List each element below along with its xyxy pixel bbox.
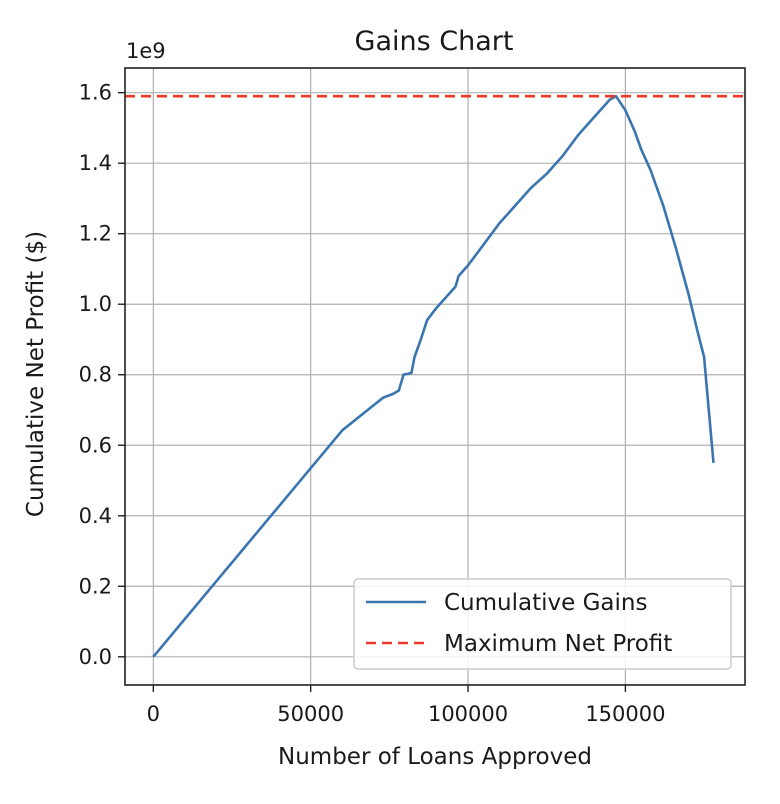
y-axis-title: Cumulative Net Profit ($) — [23, 231, 49, 517]
x-tick-label: 0 — [147, 702, 160, 726]
plot-series — [125, 94, 745, 658]
y-offset-label: 1e9 — [126, 39, 166, 63]
y-tick-label: 1.4 — [79, 151, 112, 175]
x-tick-label: 100000 — [428, 702, 508, 726]
chart-title: Gains Chart — [355, 26, 514, 57]
legend-label-cumulative-gains: Cumulative Gains — [444, 590, 647, 616]
y-tick-label: 0.8 — [79, 363, 112, 387]
legend-box — [353, 578, 732, 670]
axis-ticks: 0 50000 100000 150000 0.0 0.2 0.4 0.6 0.8 1.0 1.2 1… — [79, 81, 666, 726]
plot-frame — [124, 67, 746, 686]
x-axis-title: Number of Loans Approved — [278, 744, 592, 770]
series-line-cumulative-gains — [152, 94, 715, 658]
y-tick-label: 0.6 — [79, 433, 112, 457]
y-tick-label: 0.0 — [79, 645, 112, 669]
y-tick-label: 1.2 — [79, 222, 112, 246]
legend: Cumulative Gains Maximum Net Profit — [353, 578, 732, 670]
y-tick-label: 1.6 — [79, 81, 112, 105]
y-tick-label: 1.0 — [79, 292, 112, 316]
x-tick-label: 50000 — [277, 702, 344, 726]
y-tick-label: 0.2 — [79, 574, 112, 598]
legend-label-maximum-net-profit: Maximum Net Profit — [444, 631, 672, 657]
x-tick-label: 150000 — [585, 702, 665, 726]
y-tick-label: 0.4 — [79, 504, 112, 528]
